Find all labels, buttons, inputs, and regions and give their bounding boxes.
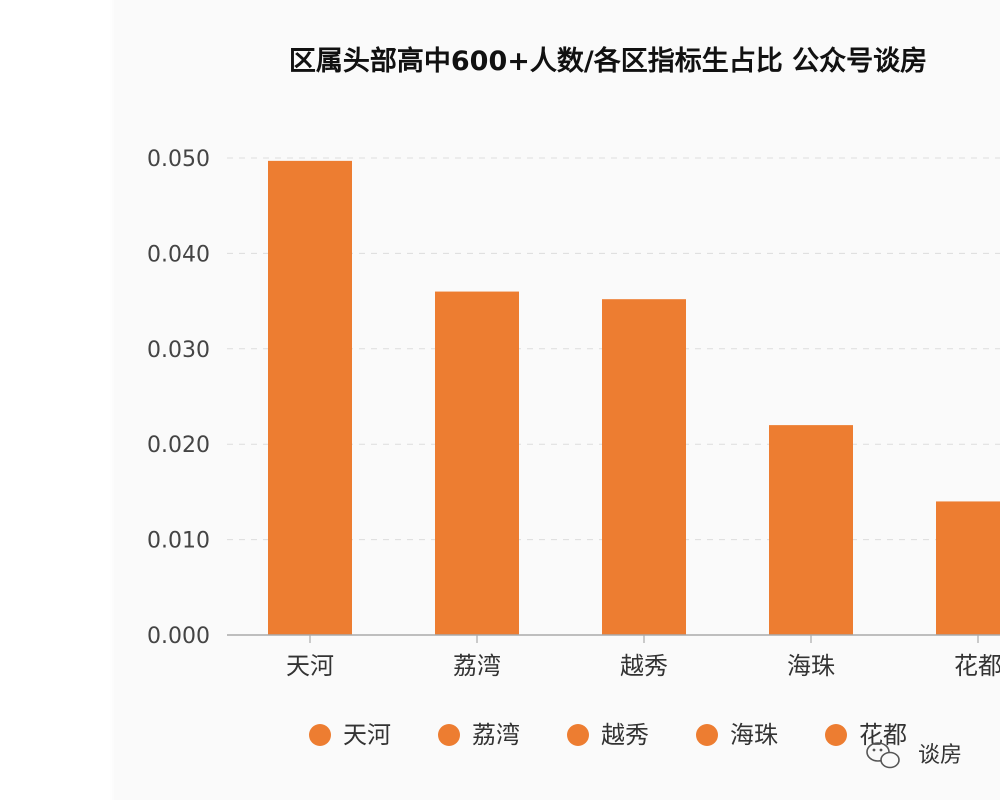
legend-label: 海珠 xyxy=(730,721,778,749)
legend-marker xyxy=(696,724,718,746)
watermark: 谈房 xyxy=(866,742,962,769)
y-tick-label: 0.040 xyxy=(147,242,210,267)
legend-label: 荔湾 xyxy=(472,721,520,749)
x-axis: 天河 荔湾 越秀 海珠 花都 xyxy=(227,634,1000,680)
bar xyxy=(936,501,1000,635)
y-tick-label: 0.000 xyxy=(147,624,210,649)
watermark-text: 谈房 xyxy=(918,743,962,768)
legend-marker xyxy=(438,724,460,746)
bar xyxy=(769,425,853,635)
x-tick-label: 天河 xyxy=(286,652,334,680)
legend-label: 天河 xyxy=(343,721,391,749)
y-axis: 0.000 0.010 0.020 0.030 0.040 0.050 xyxy=(147,147,210,649)
bar xyxy=(435,291,519,635)
y-tick-label: 0.020 xyxy=(147,433,210,458)
legend: 天河 荔湾 越秀 海珠 花都 xyxy=(309,721,907,749)
x-tick-label: 越秀 xyxy=(620,652,668,680)
wechat-icon xyxy=(866,742,900,769)
x-tick-label: 荔湾 xyxy=(453,652,501,680)
y-tick-label: 0.050 xyxy=(147,147,210,172)
legend-marker xyxy=(567,724,589,746)
x-tick-label: 海珠 xyxy=(787,652,835,680)
legend-label: 越秀 xyxy=(601,721,649,749)
y-tick-label: 0.030 xyxy=(147,338,210,363)
chart-title: 区属头部高中600+人数/各区指标生占比 公众号谈房 xyxy=(289,45,927,77)
legend-marker xyxy=(309,724,331,746)
y-tick-label: 0.010 xyxy=(147,529,210,554)
legend-marker xyxy=(825,724,847,746)
x-tick-label: 花都 xyxy=(954,652,1000,680)
bars xyxy=(268,160,1000,635)
bar xyxy=(602,299,686,635)
bar xyxy=(268,160,352,635)
